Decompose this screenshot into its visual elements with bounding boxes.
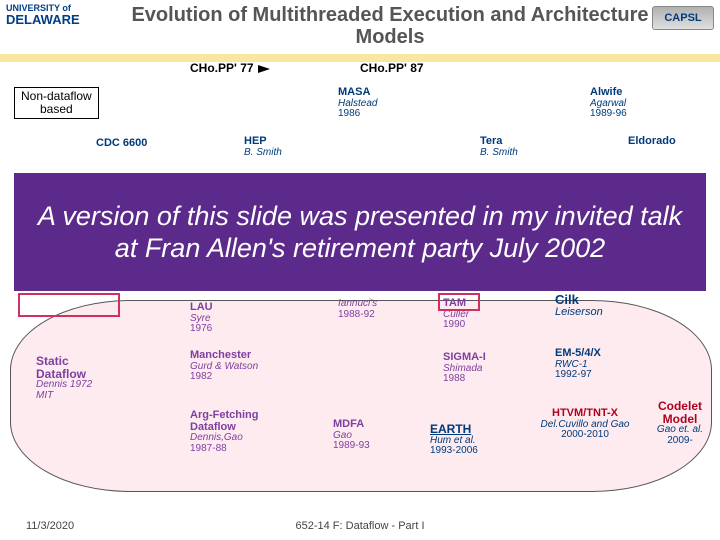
node-em5-yr: 1992-97 [555,370,601,381]
node-htvm-title: HTVM/TNT-X [540,408,630,420]
marker-chopp87-label: CHo.PP' 87 [360,61,424,75]
node-cilk: Cilk Leiserson [555,293,603,318]
node-masa: MASA Halstead 1986 [338,87,377,120]
node-alwife: Alwife Agarwal 1989-96 [590,87,627,120]
pink-box-left [18,293,120,317]
node-lau: LAU Syre 1976 [190,302,213,335]
node-cilk-title: Cilk [555,293,603,307]
footer-center: 652-14 F: Dataflow - Part I [0,520,720,532]
node-staticdf-yr: MIT [36,391,116,402]
node-static-dataflow: Static Dataflow Dennis 1972 MIT [36,355,116,401]
node-sigma1-title: SIGMA-I [443,352,486,364]
node-em5-title: EM-5/4/X [555,348,601,360]
node-masa-yr: 1986 [338,109,377,120]
box-non-dataflow-l1: Non-dataflow [21,89,92,103]
node-eldorado: Eldorado [628,136,676,148]
node-sigma1-yr: 1988 [443,374,486,385]
node-tera-title: Tera [480,136,518,148]
arrow-right-icon [258,65,270,73]
node-htvm: HTVM/TNT-X Del.Cuvillo and Gao 2000-2010 [540,408,630,441]
node-manchester: Manchester Gurd & Watson 1982 [190,350,258,383]
node-argfetch-title: Arg-Fetching Dataflow [190,410,282,433]
node-hep: HEP B. Smith [244,136,282,158]
node-masa-title: MASA [338,87,377,99]
node-tera: Tera B. Smith [480,136,518,158]
univ-delaware-logo: UNIVERSITY of DELAWARE [6,4,106,26]
node-hep-title: HEP [244,136,282,148]
node-earth-yr: 1993-2006 [430,446,478,457]
box-non-dataflow: Non-dataflow based [14,87,99,119]
marker-chopp77: CHo.PP' 77 [190,61,270,75]
node-codelet: Codelet Model Gao et. al. 2009- [648,400,712,446]
node-htvm-yr: 2000-2010 [540,430,630,441]
node-tam: TAM Culler 1990 [443,298,469,331]
node-cdc6600-title: CDC 6600 [96,138,147,150]
node-cilk-sub: Leiserson [555,307,603,319]
slide: UNIVERSITY of DELAWARE Evolution of Mult… [0,0,720,540]
node-codelet-title: Codelet Model [648,400,712,425]
page-title: Evolution of Multithreaded Execution and… [120,4,660,48]
node-alwife-yr: 1989-96 [590,109,627,120]
marker-chopp77-label: CHo.PP' 77 [190,61,254,75]
node-sigma1: SIGMA-I Shimada 1988 [443,352,486,385]
node-iannuci: Iannuci's 1988-92 [338,299,377,320]
node-lau-title: LAU [190,302,213,314]
overlay-banner-text: A version of this slide was presented in… [24,200,696,265]
node-mdfa: MDFA Gao 1989-93 [333,419,370,452]
logo-left-line2: DELAWARE [6,12,80,27]
node-iannuci-yr: 1988-92 [338,310,377,321]
overlay-banner: A version of this slide was presented in… [14,173,706,291]
node-argfetch: Arg-Fetching Dataflow Dennis,Gao 1987-88 [190,410,282,454]
node-mdfa-title: MDFA [333,419,370,431]
timeline-markers: CHo.PP' 77 CHo.PP' 87 [0,61,720,81]
node-tam-yr: 1990 [443,320,469,331]
node-cdc6600: CDC 6600 [96,138,147,150]
node-alwife-title: Alwife [590,87,627,99]
node-earth: EARTH Hum et al. 1993-2006 [430,423,478,457]
node-mdfa-yr: 1989-93 [333,441,370,452]
node-earth-title: EARTH [430,423,478,436]
node-eldorado-title: Eldorado [628,136,676,148]
node-lau-yr: 1976 [190,324,213,335]
box-non-dataflow-l2: based [40,102,73,116]
marker-chopp87: CHo.PP' 87 [360,61,424,75]
tam-pink-box [438,293,480,311]
capsl-logo: CAPSL [652,6,714,30]
node-codelet-yr: 2009- [648,436,712,447]
node-em5: EM-5/4/X RWC-1 1992-97 [555,348,601,381]
header: UNIVERSITY of DELAWARE Evolution of Mult… [0,0,720,54]
node-hep-sub: B. Smith [244,148,282,159]
node-manchester-title: Manchester [190,350,258,362]
node-tera-sub: B. Smith [480,148,518,159]
node-manchester-yr: 1982 [190,372,258,383]
node-staticdf-title: Static Dataflow [36,355,116,380]
node-argfetch-yr: 1987-88 [190,444,282,455]
node-iannuci-sub: Iannuci's [338,299,377,310]
